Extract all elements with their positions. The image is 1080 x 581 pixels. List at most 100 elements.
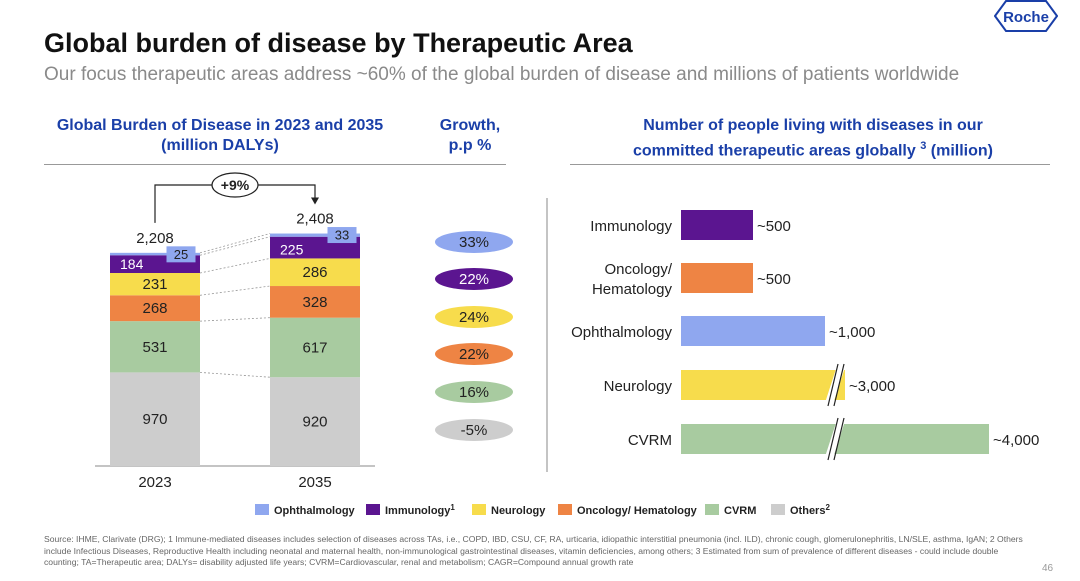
y-tick-label-neurology: Neurology — [604, 378, 673, 395]
legend-swatch-ophthalmology — [255, 504, 269, 515]
bar-segment-cvrm-2023 — [110, 321, 200, 373]
data-label-immunology-2035: 225 — [280, 241, 304, 257]
data-label-neurology-2035: 286 — [302, 264, 327, 281]
growth-value-others: -5% — [461, 422, 488, 439]
y-tick-label-oncology-hematology-line-1: Oncology/ — [604, 261, 672, 278]
bar-segment-neurology-2035 — [270, 258, 360, 287]
data-label-immunology-2023: 184 — [120, 256, 144, 272]
growth-title-line-2: p.p % — [448, 137, 492, 154]
axis-break-line-a-cvrm — [827, 417, 839, 461]
legend-label-text-others: Others — [790, 505, 825, 517]
hbar-neurology — [681, 370, 845, 400]
growth-value-ophthalmology: 33% — [459, 234, 489, 251]
hbar-value-label-oncology-hematology: ~500 — [757, 271, 791, 288]
y-tick-label-ophthalmology: Ophthalmology — [571, 324, 672, 341]
growth-pill-neurology — [435, 306, 513, 328]
legend-swatch-neurology — [472, 504, 486, 515]
growth-value-oncology-hematology: 22% — [459, 346, 489, 363]
x-tick-label-2035: 2035 — [298, 474, 331, 491]
growth-pill-immunology — [435, 268, 513, 290]
bar-chart-header: Global Burden of Disease in 2023 and 203… — [40, 116, 400, 156]
legend-label-text-ophthalmology: Ophthalmology — [274, 505, 356, 517]
bar-connector-immunology — [199, 236, 271, 256]
axis-break-line-b-neurology — [833, 363, 845, 407]
legend-label-text-oncology-hematology: Oncology/ Hematology — [577, 505, 698, 517]
legend-swatch-cvrm — [705, 504, 719, 515]
data-label-others-2023: 970 — [142, 411, 167, 428]
people-title-line-2: committed therapeutic areas globally 3 (… — [566, 136, 1060, 161]
bar-connector-oncology-hematology — [199, 285, 271, 296]
page-subtitle: Our focus therapeutic areas address ~60%… — [44, 64, 960, 85]
bar-chart-title-line-1: Global Burden of Disease in 2023 and 203… — [56, 117, 384, 134]
page-number: 46 — [1042, 563, 1054, 574]
data-label-oncology-hematology-2035: 328 — [302, 294, 327, 311]
legend-label-ophthalmology: Ophthalmology — [274, 505, 356, 517]
right-header-rule — [570, 164, 1050, 165]
legend-swatch-immunology — [366, 504, 380, 515]
axis-break-line-b-cvrm — [833, 417, 845, 461]
hbar-ophthalmology — [681, 316, 825, 346]
data-label-ophthalmology-2023: 25 — [174, 247, 188, 262]
y-tick-label-cvrm: CVRM — [628, 432, 672, 449]
bar-connector-ophthalmology — [199, 233, 271, 254]
bar-segment-ophthalmology-2035 — [270, 233, 360, 237]
bar-segment-cvrm-2035 — [270, 317, 360, 378]
bar-segment-ophthalmology-2023 — [110, 252, 200, 256]
bar-connector-others — [199, 371, 271, 378]
hbar-value-label-ophthalmology: ~1,000 — [829, 324, 875, 341]
data-label-others-2035: 920 — [302, 414, 327, 431]
bar-total-label-2035: 2,408 — [296, 211, 334, 228]
data-label-box-ophthalmology-2023 — [166, 246, 196, 263]
data-label-cvrm-2035: 617 — [302, 339, 327, 356]
legend-label-oncology-hematology: Oncology/ Hematology — [577, 505, 698, 517]
legend-label-text-cvrm: CVRM — [724, 505, 756, 517]
axis-break-line-a-neurology — [827, 363, 839, 407]
x-tick-label-2023: 2023 — [138, 474, 171, 491]
people-title-text: committed therapeutic areas globally — [633, 142, 916, 160]
growth-pill-oncology-hematology — [435, 343, 513, 365]
bar-total-label-2023: 2,208 — [136, 230, 174, 247]
bar-connector-neurology — [199, 258, 271, 274]
bar-segment-oncology-hematology-2023 — [110, 295, 200, 322]
bar-segment-others-2023 — [110, 372, 200, 466]
legend-footnote-others: 2 — [825, 503, 830, 512]
data-label-cvrm-2023: 531 — [142, 339, 167, 356]
bar-segment-neurology-2023 — [110, 273, 200, 296]
people-chart-header: Number of people living with diseases in… — [566, 116, 1060, 161]
hbar-value-label-neurology: ~3,000 — [849, 378, 895, 395]
growth-pill-others — [435, 419, 513, 441]
data-label-oncology-hematology-2023: 268 — [142, 300, 167, 317]
legend-swatch-oncology-hematology — [558, 504, 572, 515]
roche-logo: Roche — [994, 0, 1058, 32]
left-header-rule — [44, 164, 506, 165]
growth-value-cvrm: 16% — [459, 384, 489, 401]
legend-swatch-others — [771, 504, 785, 515]
people-title-sup: 3 — [920, 140, 927, 152]
growth-bracket-arrow — [311, 197, 319, 205]
growth-value-neurology: 24% — [459, 309, 489, 326]
legend-label-text-immunology: Immunology — [385, 505, 451, 517]
legend-label-text-neurology: Neurology — [491, 505, 546, 517]
bar-segment-oncology-hematology-2035 — [270, 286, 360, 318]
growth-value-immunology: 22% — [459, 271, 489, 288]
hbar-value-label-cvrm: ~4,000 — [993, 432, 1039, 449]
growth-title-line-1: Growth, — [439, 117, 501, 134]
growth-change-ellipse — [211, 172, 259, 198]
legend-footnote-immunology: 1 — [450, 503, 455, 512]
hbar-immunology — [681, 210, 753, 240]
data-label-ophthalmology-2035: 33 — [335, 228, 349, 243]
legend-label-neurology: Neurology — [491, 505, 546, 517]
data-label-neurology-2023: 231 — [142, 276, 167, 293]
legend-label-others: Others2 — [790, 503, 830, 517]
growth-pill-cvrm — [435, 381, 513, 403]
hbar-oncology-hematology — [681, 263, 753, 293]
legend-label-cvrm: CVRM — [724, 505, 756, 517]
bar-connector-cvrm — [199, 317, 271, 322]
growth-header: Growth, p.p % — [420, 116, 520, 156]
bar-segment-others-2035 — [270, 377, 360, 466]
people-title-unit: (million) — [926, 142, 993, 160]
people-title-line-1: Number of people living with diseases in… — [643, 117, 983, 134]
source-footnote: Source: IHME, Clarivate (DRG); 1 Immune-… — [44, 534, 1023, 567]
growth-pill-ophthalmology — [435, 231, 513, 253]
